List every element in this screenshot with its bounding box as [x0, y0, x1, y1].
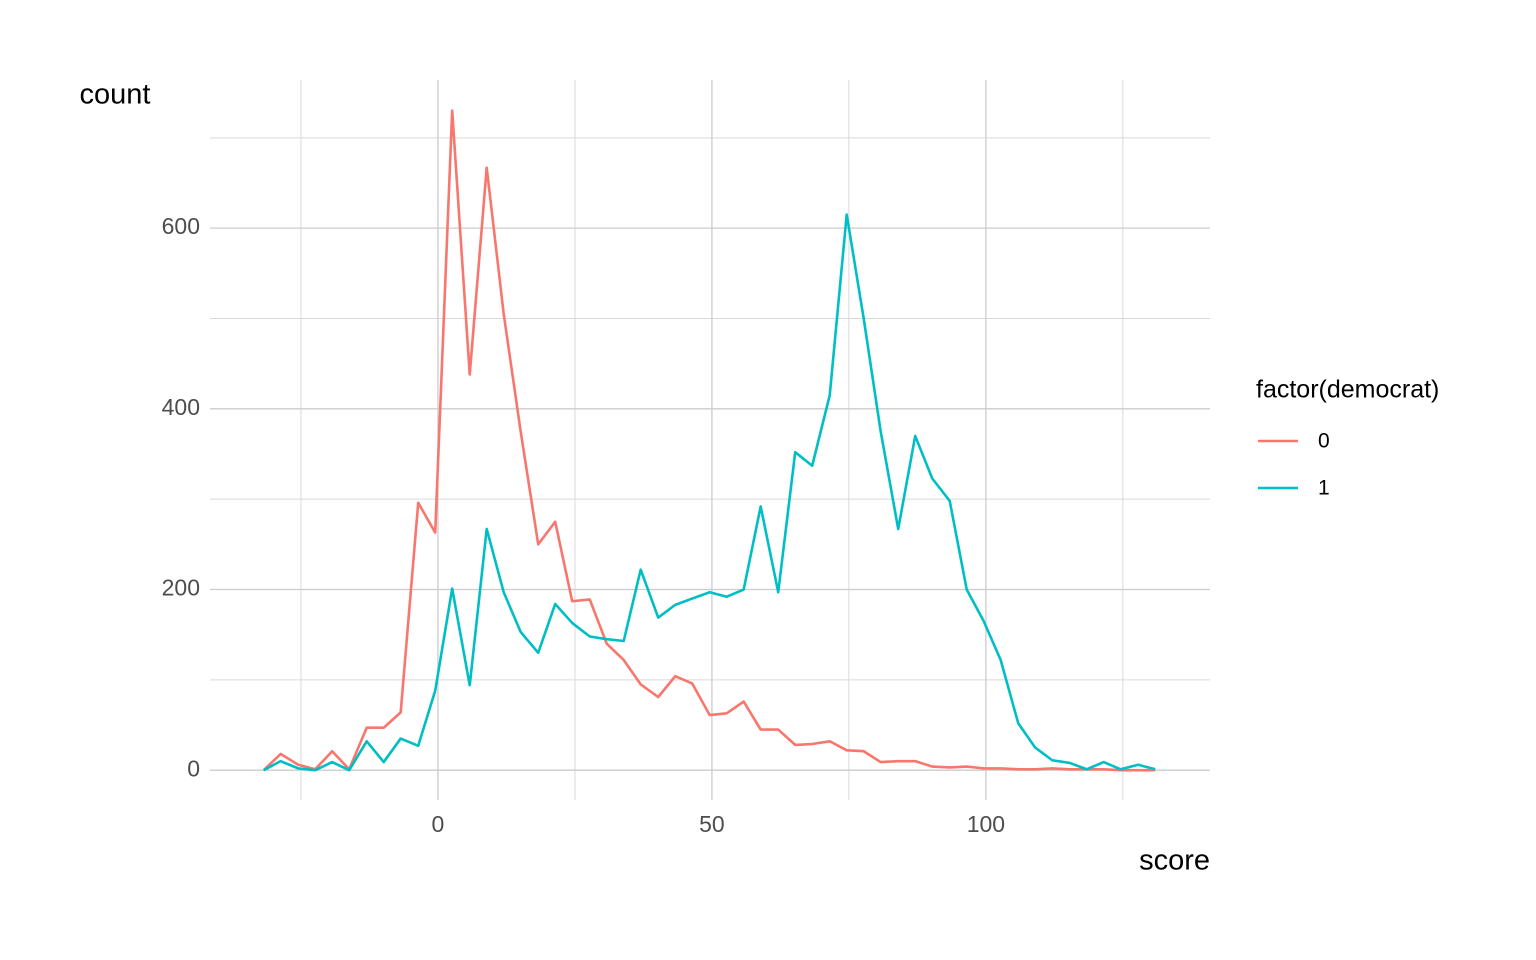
x-tick-label: 50 — [699, 811, 725, 837]
x-axis-title: score — [1139, 845, 1210, 877]
y-tick-label: 400 — [162, 394, 200, 420]
x-tick-label: 0 — [432, 811, 445, 837]
legend-label: 0 — [1318, 430, 1330, 453]
y-tick-label: 0 — [187, 755, 200, 781]
series-line — [263, 213, 1156, 772]
x-tick-label: 100 — [967, 811, 1005, 837]
lines — [262, 109, 1156, 772]
legend-title: factor(democrat) — [1256, 376, 1439, 404]
legend-label: 1 — [1318, 477, 1330, 500]
y-tick-label: 200 — [162, 575, 200, 601]
y-tick-label: 600 — [162, 213, 200, 239]
y-axis-title: count — [80, 79, 151, 111]
grid — [210, 80, 1210, 800]
series-line — [262, 109, 1156, 772]
